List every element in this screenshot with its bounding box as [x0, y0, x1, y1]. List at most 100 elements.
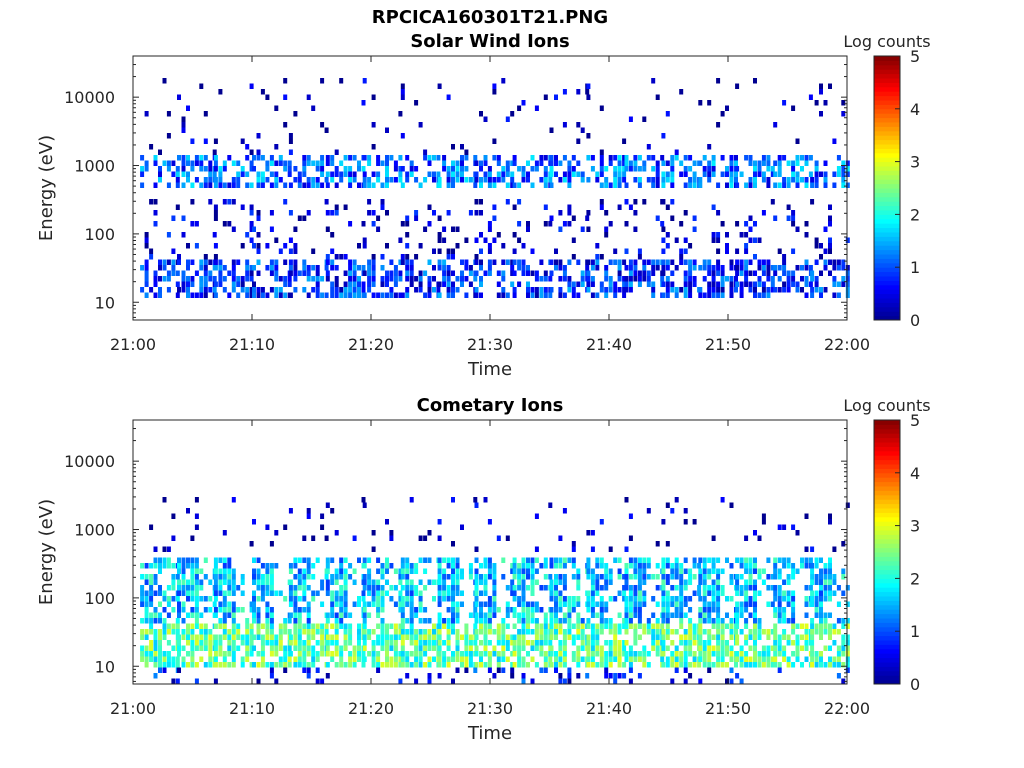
heatmap-cell [245, 634, 250, 640]
heatmap-cell [517, 662, 522, 668]
heatmap-cell [795, 640, 800, 646]
heatmap-cell [567, 601, 572, 607]
heatmap-cell [208, 166, 213, 172]
heatmap-cell [526, 662, 530, 668]
heatmap-cell [269, 667, 274, 673]
heatmap-cell [240, 607, 245, 613]
heatmap-cell [343, 585, 348, 591]
heatmap-cell [707, 634, 712, 640]
heatmap-cell [744, 651, 749, 657]
heatmap-cell [744, 656, 749, 662]
heatmap-cell [501, 640, 506, 646]
heatmap-cell [804, 585, 809, 591]
heatmap-cell [637, 182, 642, 188]
heatmap-cell [595, 651, 600, 657]
heatmap-cell [158, 292, 162, 298]
heatmap-cell [367, 210, 372, 216]
heatmap-cell [595, 579, 600, 585]
heatmap-cell [367, 574, 372, 580]
heatmap-cell [628, 535, 633, 541]
heatmap-cell [670, 155, 675, 161]
heatmap-cell [832, 590, 837, 596]
heatmap-cell [455, 629, 460, 635]
heatmap-cell [711, 292, 716, 298]
heatmap-cell [828, 259, 832, 265]
heatmap-cell [642, 656, 647, 662]
heatmap-cell [194, 557, 199, 563]
heatmap-cell [800, 623, 804, 629]
heatmap-cell [496, 623, 501, 629]
heatmap-cell [716, 612, 721, 618]
colorbar-step [874, 284, 900, 290]
heatmap-cell [288, 612, 293, 618]
heatmap-cell [534, 166, 539, 172]
heatmap-cell [256, 557, 261, 563]
heatmap-cell [181, 166, 186, 172]
heatmap-cell [487, 519, 492, 525]
heatmap-cell [814, 601, 819, 607]
heatmap-cell [808, 265, 813, 271]
heatmap-cell [186, 292, 190, 298]
heatmap-cell [744, 182, 749, 188]
heatmap-cell [260, 579, 265, 585]
heatmap-cell [748, 287, 753, 293]
heatmap-cell [149, 596, 154, 602]
heatmap-cell [576, 612, 581, 618]
heatmap-cell [665, 292, 670, 298]
heatmap-cell [171, 629, 176, 635]
heatmap-cell [777, 160, 782, 166]
heatmap-cell [427, 281, 432, 287]
heatmap-cell [256, 618, 261, 624]
heatmap-cell [231, 618, 236, 624]
heatmap-cell [567, 221, 572, 227]
heatmap-cell [562, 171, 567, 177]
heatmap-cell [642, 276, 647, 282]
heatmap-cell [446, 623, 451, 629]
heatmap-cell [608, 259, 613, 265]
heatmap-cell [260, 182, 265, 188]
heatmap-cell [501, 166, 506, 172]
heatmap-cell [773, 623, 778, 629]
heatmap-cell [702, 259, 707, 265]
colorbar-step [874, 591, 900, 597]
heatmap-cell [823, 629, 828, 635]
heatmap-cell [352, 281, 357, 287]
heatmap-cell [140, 287, 145, 293]
heatmap-cell [190, 590, 195, 596]
heatmap-cell [604, 651, 609, 657]
heatmap-cell [483, 645, 488, 651]
heatmap-cell [832, 629, 837, 635]
heatmap-cell [679, 563, 684, 569]
heatmap-cell [149, 579, 154, 585]
heatmap-cell [483, 629, 488, 635]
heatmap-cell [576, 601, 581, 607]
heatmap-cell [483, 579, 488, 585]
heatmap-cell [692, 651, 697, 657]
heatmap-cell [385, 243, 389, 249]
heatmap-cell [683, 210, 688, 216]
heatmap-cell [580, 177, 585, 183]
heatmap-cell [483, 618, 488, 624]
colorbar-step [874, 508, 900, 513]
heatmap-cell [492, 601, 497, 607]
heatmap-cell [622, 155, 627, 161]
heatmap-cell [311, 574, 316, 580]
heatmap-cell [361, 221, 366, 227]
heatmap-cell [521, 574, 526, 580]
heatmap-cell [371, 629, 376, 635]
heatmap-cell [586, 656, 591, 662]
heatmap-cell [604, 607, 609, 613]
heatmap-cell [348, 623, 353, 629]
heatmap-cell [729, 579, 734, 585]
heatmap-cell [325, 270, 330, 276]
heatmap-cell [637, 166, 642, 172]
heatmap-cell [633, 557, 638, 563]
heatmap-cell [487, 265, 492, 271]
heatmap-cell [393, 276, 398, 282]
heatmap-cell [177, 667, 181, 673]
heatmap-cell [633, 177, 638, 183]
heatmap-cell [442, 160, 447, 166]
heatmap-cell [362, 607, 367, 613]
heatmap-cell [325, 254, 330, 260]
heatmap-cell [586, 563, 591, 569]
